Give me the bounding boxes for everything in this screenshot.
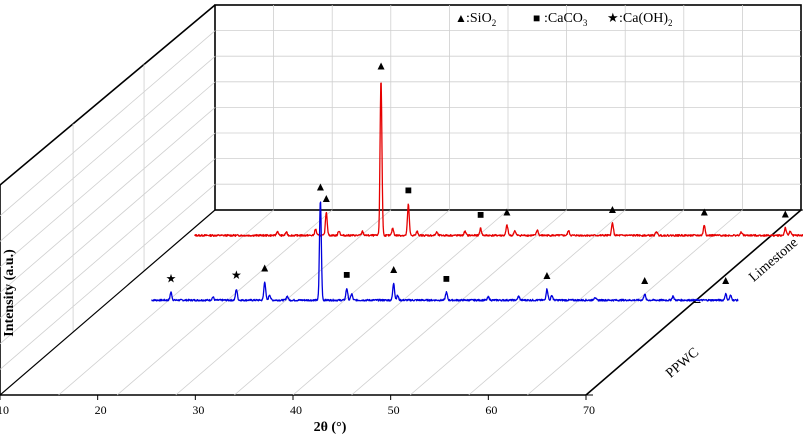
phase-marker-sio2: ▲ — [501, 204, 513, 218]
floor-grid-line — [410, 210, 625, 395]
floor-grid-line — [234, 210, 449, 395]
side-wall-top-edge — [0, 5, 215, 185]
legend-item-sio2: ▲ :SiO2 — [455, 11, 496, 28]
floor-left-edge — [0, 210, 215, 395]
side-wall — [0, 5, 215, 395]
floor-grid-line — [469, 210, 684, 395]
legend-label-caoh2: :Ca(OH)2 — [619, 11, 673, 28]
y-axis-label: Intensity (a.u.) — [2, 249, 17, 337]
phase-marker-sio2: ▲ — [388, 262, 400, 276]
legend-marker-caoh2: ★ — [607, 10, 619, 25]
phase-marker-caco3: ■ — [443, 271, 450, 285]
phase-marker-sio2: ▲ — [607, 202, 619, 216]
x-tick-label: 30 — [192, 403, 204, 417]
side-grid-line — [0, 31, 215, 216]
x-tick-label: 60 — [485, 403, 497, 417]
phase-marker-caco3: ■ — [405, 183, 412, 197]
floor-grid-line — [59, 210, 274, 395]
phase-marker-sio2: ▲ — [720, 273, 732, 287]
x-tick-label: 40 — [290, 403, 302, 417]
x-tick-label: 10 — [0, 403, 9, 417]
phase-marker-sio2: ▲ — [639, 273, 651, 287]
legend: ▲ :SiO2 ■ :CaCO3 ★ :Ca(OH)2 — [455, 10, 673, 28]
legend-item-caco3: ■ :CaCO3 — [533, 11, 588, 28]
side-grid-line — [0, 133, 215, 318]
back-wall-grid — [215, 5, 801, 210]
legend-label-sio2: :SiO2 — [466, 11, 496, 28]
x-tick-label: 50 — [388, 403, 400, 417]
side-grid-line — [0, 82, 215, 267]
phase-marker-sio2: ▲ — [779, 207, 791, 221]
legend-item-caoh2: ★ :Ca(OH)2 — [607, 10, 673, 28]
phase-marker-caoh2: ★ — [166, 271, 177, 285]
phase-marker-caco3: ■ — [343, 267, 350, 281]
phase-marker-sio2: ▲ — [320, 191, 332, 205]
depth-label-ppwc: PPWC — [663, 345, 702, 381]
phase-marker-sio2: ▲ — [375, 58, 387, 72]
phase-marker-sio2: ▲ — [259, 260, 271, 274]
x-axis-label: 2θ (°) — [314, 420, 347, 435]
phase-marker-sio2: ▲ — [698, 204, 710, 218]
side-wall-grid — [0, 31, 215, 370]
floor-grid — [59, 210, 743, 395]
phase-marker-caoh2: ★ — [231, 268, 242, 282]
side-grid-line — [0, 56, 215, 241]
legend-label-caco3: :CaCO3 — [544, 11, 588, 28]
side-grid-line — [0, 108, 215, 293]
floor-grid-line — [352, 210, 567, 395]
series-line-limestone — [195, 83, 803, 236]
x-tick-label: 20 — [95, 403, 107, 417]
back-wall — [215, 5, 801, 210]
floor-grid-line — [176, 210, 391, 395]
depth-label-limestone: Limestone — [746, 235, 801, 285]
phase-marker-sio2: ▲ — [541, 268, 553, 282]
phase-markers: ★★▲▲■▲■▲▲▲▲▲■■▲▲▲▲ — [166, 58, 792, 287]
floor-grid-line — [293, 210, 508, 395]
x-ticks: 10 20 30 40 50 60 70 — [0, 395, 595, 417]
side-grid-line — [0, 184, 215, 369]
side-grid-line — [0, 159, 215, 344]
phase-marker-caco3: ■ — [477, 207, 484, 221]
floor-grid-line — [117, 210, 332, 395]
x-tick-label: 70 — [583, 403, 595, 417]
legend-marker-caco3: ■ — [533, 11, 540, 25]
floor-grid-line — [527, 210, 742, 395]
